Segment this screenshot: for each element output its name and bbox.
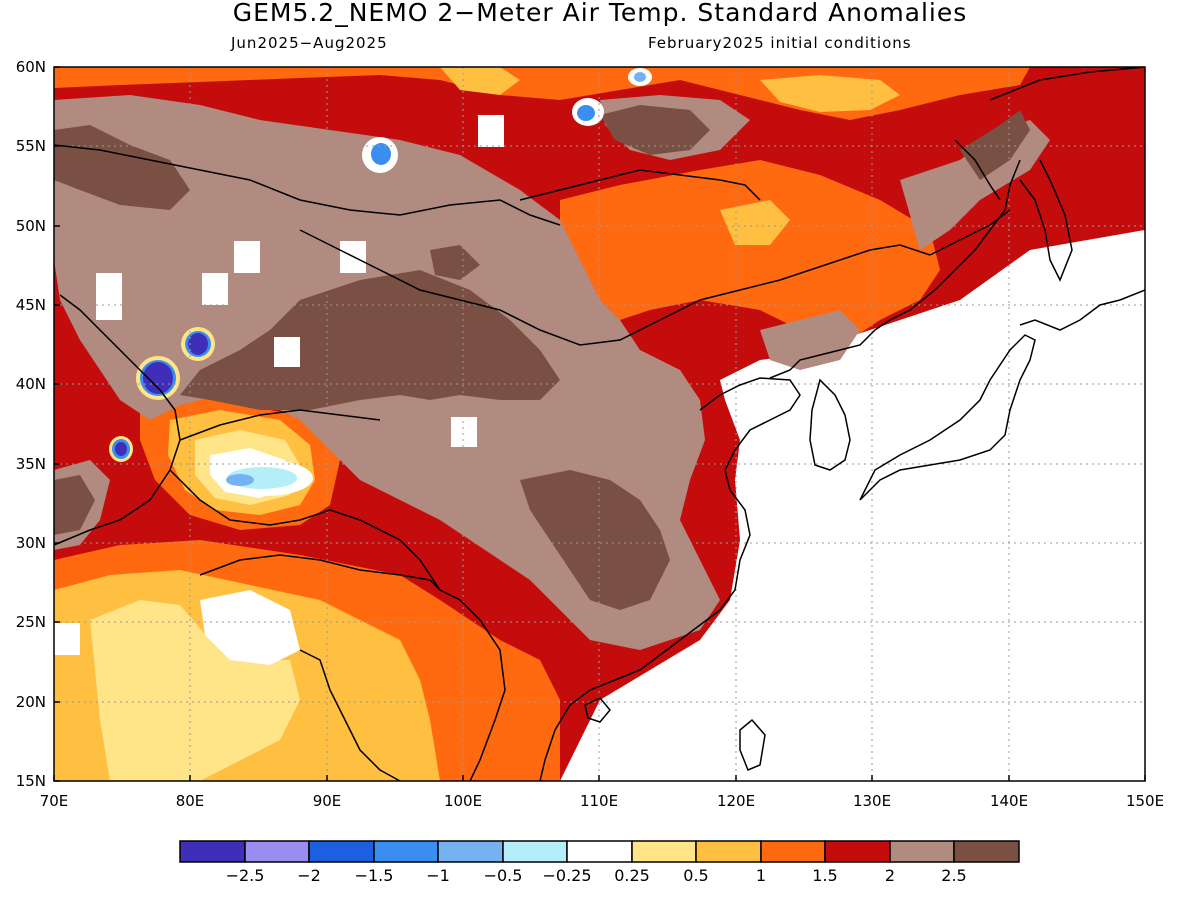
lon-label: 150E (1126, 792, 1164, 810)
lon-label: 100E (444, 792, 482, 810)
colorbar-label: 1 (756, 866, 766, 885)
anomaly-cold-blobs (109, 68, 652, 496)
colorbar-swatch (502, 840, 568, 863)
colorbar-label: −1 (426, 866, 450, 885)
colorbar-label: −0.25 (542, 866, 591, 885)
lon-label: 70E (40, 792, 69, 810)
graticule (54, 67, 1145, 781)
lon-label: 140E (990, 792, 1028, 810)
lon-label: 130E (853, 792, 891, 810)
lat-label: 55N (16, 137, 46, 155)
colorbar-swatch (244, 840, 310, 863)
lat-label: 45N (16, 296, 46, 314)
colorbar-swatch (889, 840, 955, 863)
colorbar-swatch (437, 840, 504, 863)
map-title: GEM5.2_NEMO 2−Meter Air Temp. Standard A… (232, 0, 968, 27)
lat-label: 50N (16, 217, 46, 235)
lat-label: 25N (16, 613, 46, 631)
lat-label: 35N (16, 455, 46, 473)
colorbar-label: 2 (885, 866, 895, 885)
masked-cells (54, 115, 504, 655)
valid-period: Jun2025−Aug2025 (231, 34, 388, 52)
colorbar-label: −2.5 (226, 866, 265, 885)
lat-label: 20N (16, 693, 46, 711)
colorbar: −2.5 −2 −1.5 −1 −0.5 −0.25 0.25 0.5 1 1.… (179, 840, 1020, 885)
colorbar-swatch (179, 840, 246, 863)
lat-label: 40N (16, 375, 46, 393)
map-field (54, 67, 1145, 781)
lon-label: 120E (717, 792, 755, 810)
colorbar-label: 1.5 (812, 866, 837, 885)
lat-label: 60N (16, 58, 46, 76)
longitude-axis: 70E 80E 90E 100E 110E 120E 130E 140E 150… (40, 775, 1164, 810)
lon-label: 110E (580, 792, 618, 810)
lon-label: 90E (313, 792, 342, 810)
colorbar-swatch (824, 840, 891, 863)
colorbar-swatch (760, 840, 826, 863)
colorbar-swatch (373, 840, 439, 863)
colorbar-label: −2 (297, 866, 321, 885)
colorbar-label: 0.5 (683, 866, 708, 885)
colorbar-label: −1.5 (355, 866, 394, 885)
colorbar-swatch (566, 840, 633, 863)
colorbar-swatch (695, 840, 762, 863)
coastlines-borders (54, 67, 1145, 781)
colorbar-label: 0.25 (614, 866, 650, 885)
initial-conditions: February2025 initial conditions (648, 34, 912, 52)
colorbar-swatch (953, 840, 1020, 863)
colorbar-label: −0.5 (484, 866, 523, 885)
lat-label: 15N (16, 772, 46, 790)
colorbar-swatch (308, 840, 375, 863)
lon-label: 80E (176, 792, 205, 810)
colorbar-swatch (631, 840, 697, 863)
anomaly-dark-brown-regions (54, 105, 1030, 610)
colorbar-label: 2.5 (941, 866, 966, 885)
latitude-axis: 60N 55N 50N 45N 40N 35N 30N 25N 20N 15N (16, 58, 60, 790)
lat-label: 30N (16, 534, 46, 552)
